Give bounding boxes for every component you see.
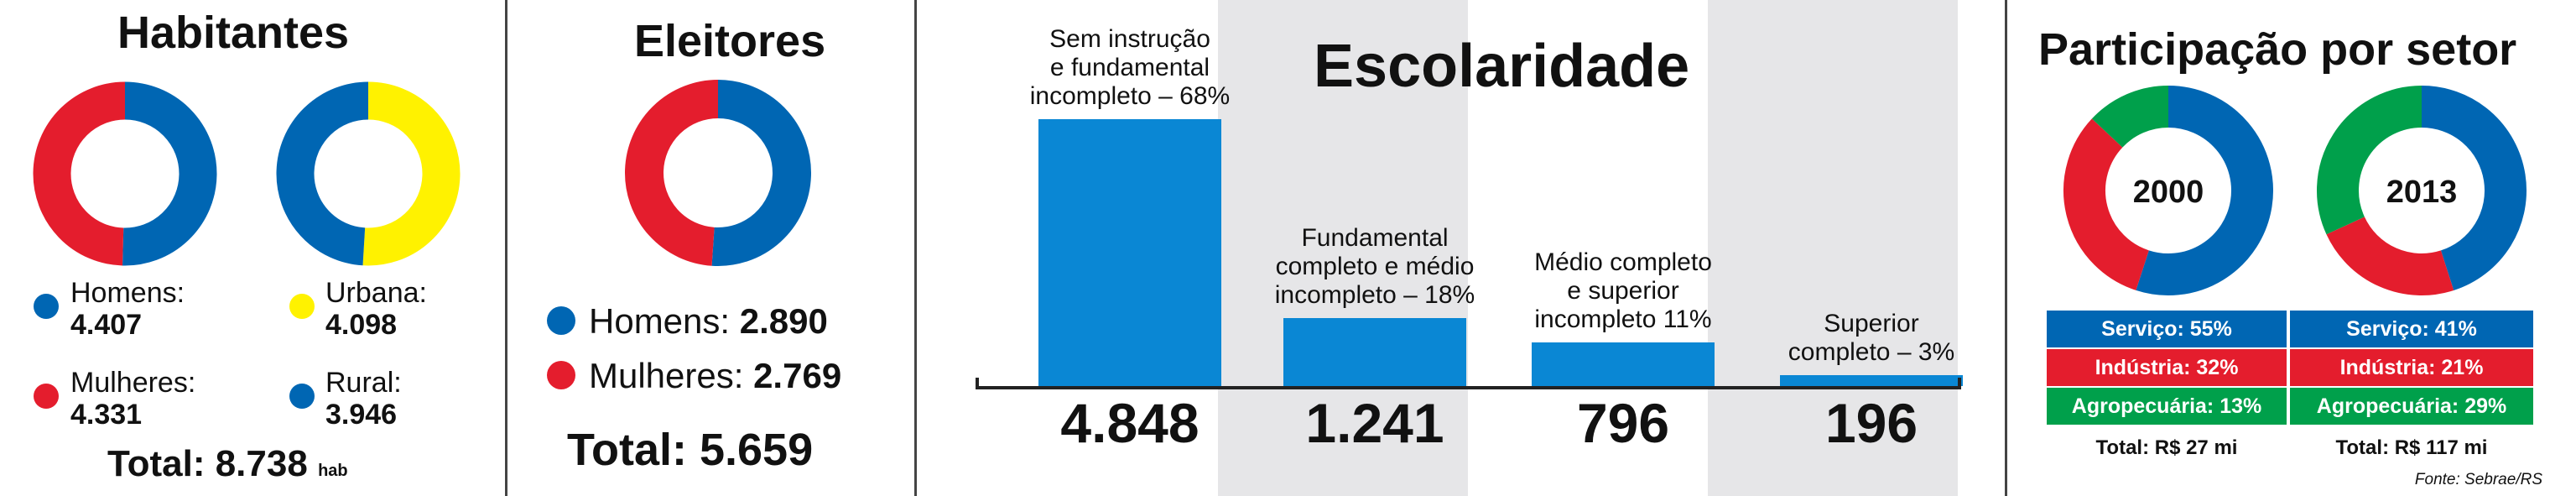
donut-2013: 2013 [2317, 86, 2527, 295]
habitantes-total: Total: 8.738 hab [107, 443, 348, 485]
rural-value: 3.946 [325, 399, 398, 431]
eleitores-homens-legend: Homens: 2.890 [589, 302, 828, 341]
slice-eleitores-mulheres [625, 80, 719, 266]
eleitores-mulheres-label: Mulheres: [589, 356, 744, 395]
bar-label-line: incompleto – 18% [1274, 281, 1475, 309]
year-2000-label: 2000 [2133, 175, 2204, 210]
urbana-dot [289, 294, 315, 319]
slice-homens [122, 81, 217, 266]
slice-2000-servico [2136, 86, 2273, 295]
rural-legend: Rural: 3.946 [325, 367, 402, 431]
eleitores-total: Total: 5.659 [567, 425, 814, 475]
habitantes-unit: hab [318, 462, 348, 480]
bar-label-1: Sem instrução e fundamental incompleto – 6… [988, 25, 1272, 111]
slice-2000-agropecuaria [2091, 86, 2169, 149]
bar-label-line: Sem instrução [1049, 25, 1210, 53]
slice-eleitores-homens [711, 80, 811, 266]
mulheres-legend: Mulheres: 4.331 [70, 367, 195, 431]
eleitores-homens-value: 2.890 [739, 301, 828, 341]
mulheres-dot [34, 384, 59, 409]
bar-label-2: Fundamental completo e médio incompleto – … [1233, 224, 1517, 310]
table-row-industria: Indústria: 32% Indústria: 21% [2047, 349, 2533, 386]
homens-value: 4.407 [70, 309, 143, 341]
bar-value-3: 796 [1576, 392, 1670, 454]
slice-2000-industria [2063, 118, 2150, 290]
mulheres-value: 4.331 [70, 399, 143, 431]
slice-2013-servico [2421, 86, 2527, 291]
agropecuaria-2000: Agropecuária: 13% [2071, 394, 2262, 418]
industria-2000: Indústria: 32% [2095, 356, 2239, 379]
table-column-divider [2287, 311, 2290, 425]
total-2000: Total: R$ 27 mi [2095, 436, 2238, 459]
divider-1 [505, 0, 507, 496]
bar-value-1: 4.848 [1060, 392, 1200, 454]
bar-label-line: e fundamental [1049, 54, 1210, 81]
slice-rural [276, 81, 369, 266]
homens-dot [34, 294, 59, 319]
bar-label-line: completo e médio [1275, 253, 1475, 280]
donut-homens-mulheres [33, 81, 217, 266]
divider-2 [914, 0, 917, 496]
homens-legend: Homens: 4.407 [70, 277, 185, 341]
column-band-2 [1218, 0, 1468, 496]
table-row-agropecuaria: Agropecuária: 13% Agropecuária: 29% [2047, 388, 2533, 425]
divider-3 [2005, 0, 2007, 496]
rural-dot [289, 384, 315, 409]
eleitores-mulheres-dot [547, 361, 575, 389]
bar-value-4: 196 [1824, 392, 1918, 454]
source-note: Fonte: Sebrae/RS [2414, 471, 2542, 488]
homens-label: Homens: [70, 277, 185, 309]
eleitores-mulheres-value: 2.769 [753, 356, 842, 395]
habitantes-total-text: Total: 8.738 [107, 443, 308, 484]
bar-label-3: Médio completo e superior incompleto 11% [1481, 248, 1765, 334]
urbana-label: Urbana: [325, 277, 427, 309]
bar-label-line: Médio completo [1534, 248, 1712, 276]
bar-label-line: incompleto – 68% [1029, 82, 1231, 110]
bar-label-line: e superior [1567, 277, 1679, 305]
slice-mulheres [33, 81, 126, 266]
donut-urbana-rural [276, 81, 461, 266]
eleitores-homens-label: Homens: [589, 301, 731, 341]
participacao-title: Participação por setor [2038, 24, 2517, 75]
agropecuaria-2013: Agropecuária: 29% [2316, 394, 2507, 418]
axis-tick-left [976, 378, 979, 389]
mulheres-label: Mulheres: [70, 367, 196, 399]
bar-value-2: 1.241 [1305, 392, 1444, 454]
total-2013: Total: R$ 117 mi [2335, 436, 2488, 459]
escolaridade-title: Escolaridade [1314, 33, 1690, 100]
bar-2 [1283, 318, 1466, 386]
table-row-servico: Serviço: 55% Serviço: 41% [2047, 311, 2533, 347]
year-2013-label: 2013 [2386, 175, 2458, 210]
industria-2013: Indústria: 21% [2339, 356, 2484, 379]
axis-tick-right [1958, 378, 1961, 389]
urbana-legend: Urbana: 4.098 [325, 277, 427, 341]
baseline-axis [976, 386, 1961, 389]
servico-2013: Serviço: 41% [2346, 317, 2477, 341]
eleitores-title: Eleitores [634, 16, 826, 66]
bar-label-line: Superior [1824, 310, 1919, 337]
bar-label-4: Superior completo – 3% [1730, 310, 2013, 367]
habitantes-title: Habitantes [117, 8, 350, 58]
eleitores-homens-dot [547, 306, 575, 335]
donut-2000: 2000 [2063, 86, 2273, 295]
bar-label-line: incompleto 11% [1534, 305, 1712, 333]
slice-urbana [362, 81, 461, 266]
donut-eleitores [625, 80, 811, 266]
bar-3 [1532, 342, 1715, 386]
urbana-value: 4.098 [325, 309, 398, 341]
bar-1 [1038, 119, 1221, 386]
eleitores-mulheres-legend: Mulheres: 2.769 [589, 357, 841, 395]
column-band-4 [1708, 0, 1958, 496]
rural-label: Rural: [325, 367, 402, 399]
slice-2013-agropecuaria [2317, 86, 2422, 235]
bar-label-line: completo – 3% [1788, 338, 1955, 366]
slice-2013-industria [2326, 216, 2454, 295]
bar-label-line: Fundamental [1301, 224, 1449, 252]
bar-4 [1780, 375, 1963, 386]
servico-2000: Serviço: 55% [2101, 317, 2232, 341]
